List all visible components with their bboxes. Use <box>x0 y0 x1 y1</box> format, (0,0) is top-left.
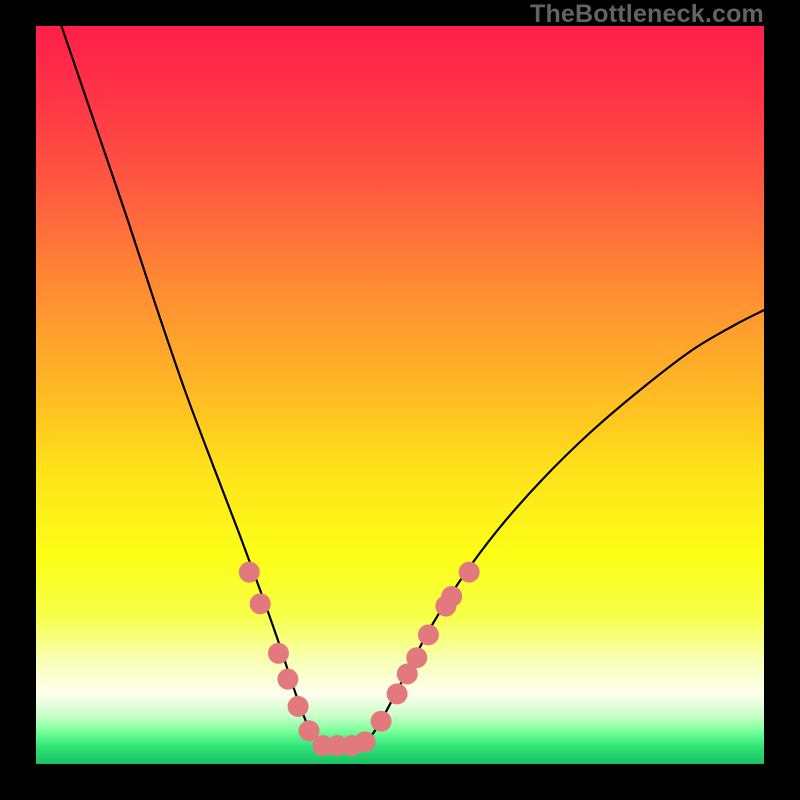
data-marker <box>239 562 260 583</box>
data-marker <box>250 593 271 614</box>
watermark-text: TheBottleneck.com <box>530 0 764 29</box>
data-marker <box>355 731 376 752</box>
data-marker <box>406 647 427 668</box>
chart-frame: TheBottleneck.com <box>0 0 800 800</box>
bottleneck-chart <box>36 26 764 764</box>
data-marker <box>441 586 462 607</box>
data-marker <box>371 711 392 732</box>
data-marker <box>277 669 298 690</box>
data-marker <box>268 643 289 664</box>
data-marker <box>387 683 408 704</box>
gradient-background <box>36 26 764 764</box>
data-marker <box>459 562 480 583</box>
data-marker <box>288 696 309 717</box>
data-marker <box>418 624 439 645</box>
